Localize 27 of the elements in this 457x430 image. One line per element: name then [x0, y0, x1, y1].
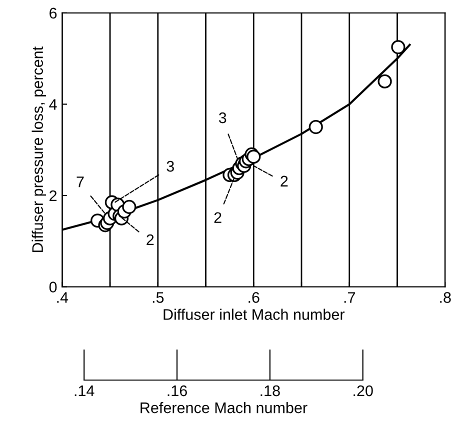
point [378, 74, 392, 88]
x-tick-label: .8 [440, 292, 451, 303]
point [308, 120, 323, 134]
x2-tick-label: .14 [74, 386, 94, 396]
x2-tick-label: .20 [354, 385, 373, 396]
y-tick-label: 4 [49, 99, 57, 110]
y-tick-label: 0 [49, 282, 57, 292]
x-tick-label: .7 [344, 292, 355, 303]
point [246, 150, 261, 164]
y-tick-label: 6 [50, 8, 57, 19]
annotation: 2 [280, 176, 288, 186]
x2-tick-label: .16 [168, 385, 187, 396]
annotation: 7 [76, 176, 84, 188]
annotation: 2 [214, 212, 222, 223]
x2-tick-label: .18 [260, 385, 280, 396]
y-tick-label: 2 [50, 190, 57, 202]
x-axis-title: Diffuser inlet Mach number [164, 308, 345, 320]
x-tick-label: .5 [152, 292, 164, 303]
x2-axis-title: Reference Mach number [140, 402, 308, 414]
x-tick-label: .4 [57, 292, 68, 303]
x-tick-label: .6 [248, 292, 260, 303]
annotation: 2 [146, 234, 154, 245]
point [122, 200, 136, 214]
point [391, 40, 406, 54]
annotation: 3 [218, 112, 226, 124]
annotation: 3 [166, 160, 174, 172]
y-axis-title: Diffuser pressure loss, percent [32, 46, 46, 252]
